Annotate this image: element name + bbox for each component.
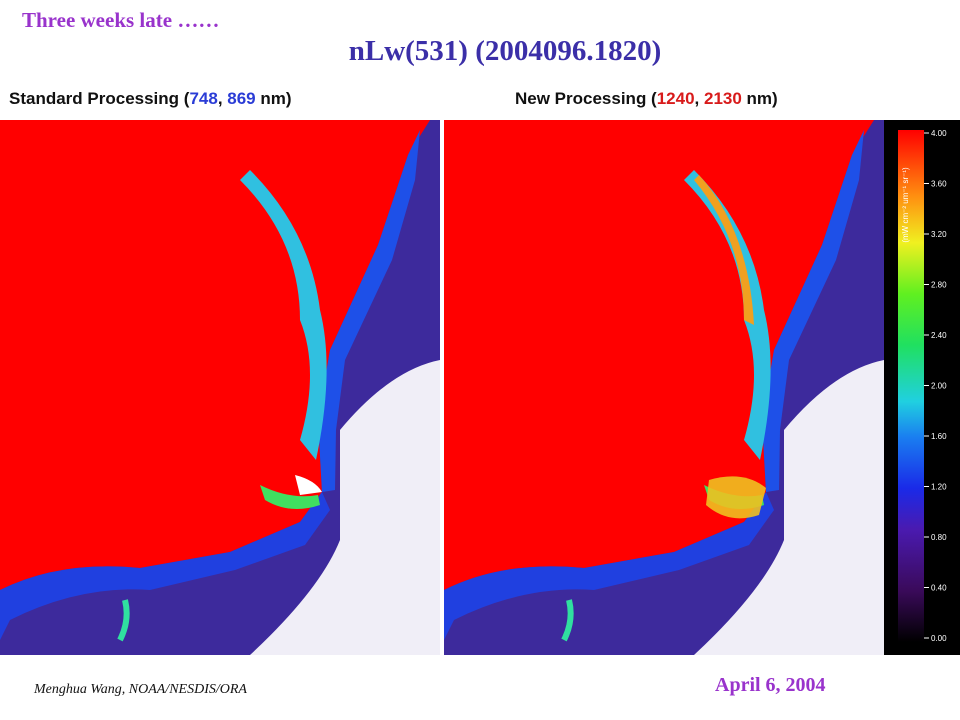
colorbar <box>898 130 924 642</box>
colorbar-tick-label: 3.20 <box>931 230 947 239</box>
label-part: 869 <box>227 89 256 108</box>
label-part: nm) <box>741 89 778 108</box>
label-part: nm) <box>255 89 292 108</box>
colorbar-tick-label: 1.20 <box>931 483 947 492</box>
kicker: Three weeks late …… <box>22 8 220 32</box>
colorbar-tick-label: 4.00 <box>931 129 947 138</box>
label-part: Standard Processing ( <box>9 89 190 108</box>
colorbar-tick-label: 2.80 <box>931 281 947 290</box>
colorbar-tick-label: 0.00 <box>931 634 947 643</box>
panel-label: New Processing (1240, 2130 nm) <box>515 89 778 109</box>
colorbar-tick-label: 2.40 <box>931 331 947 340</box>
colorbar-tick-label: 0.80 <box>931 533 947 542</box>
image-new <box>444 120 884 655</box>
colorbar-tick-label: 2.00 <box>931 382 947 391</box>
image-standard <box>0 120 440 655</box>
colorbar-tick-label: 0.40 <box>931 584 947 593</box>
label-part: 748 <box>189 89 218 108</box>
colorbar-unit: (mW cm⁻² um⁻¹ sr⁻¹) <box>901 167 910 243</box>
label-part: , <box>694 89 704 108</box>
title: nLw(531) (2004096.1820) <box>348 35 662 67</box>
label-part: 1240 <box>656 89 695 108</box>
footer-author: Menghua Wang, NOAA/NESDIS/ORA <box>34 682 247 697</box>
colorbar-tick-label: 3.60 <box>931 180 947 189</box>
label-part: 2130 <box>704 89 742 108</box>
label-part: , <box>217 89 228 108</box>
label-part: New Processing ( <box>515 89 657 108</box>
footer-date: April 6, 2004 <box>715 674 826 696</box>
panel-label: Standard Processing (748, 869 nm) <box>9 89 292 109</box>
colorbar-tick-label: 1.60 <box>931 432 947 441</box>
